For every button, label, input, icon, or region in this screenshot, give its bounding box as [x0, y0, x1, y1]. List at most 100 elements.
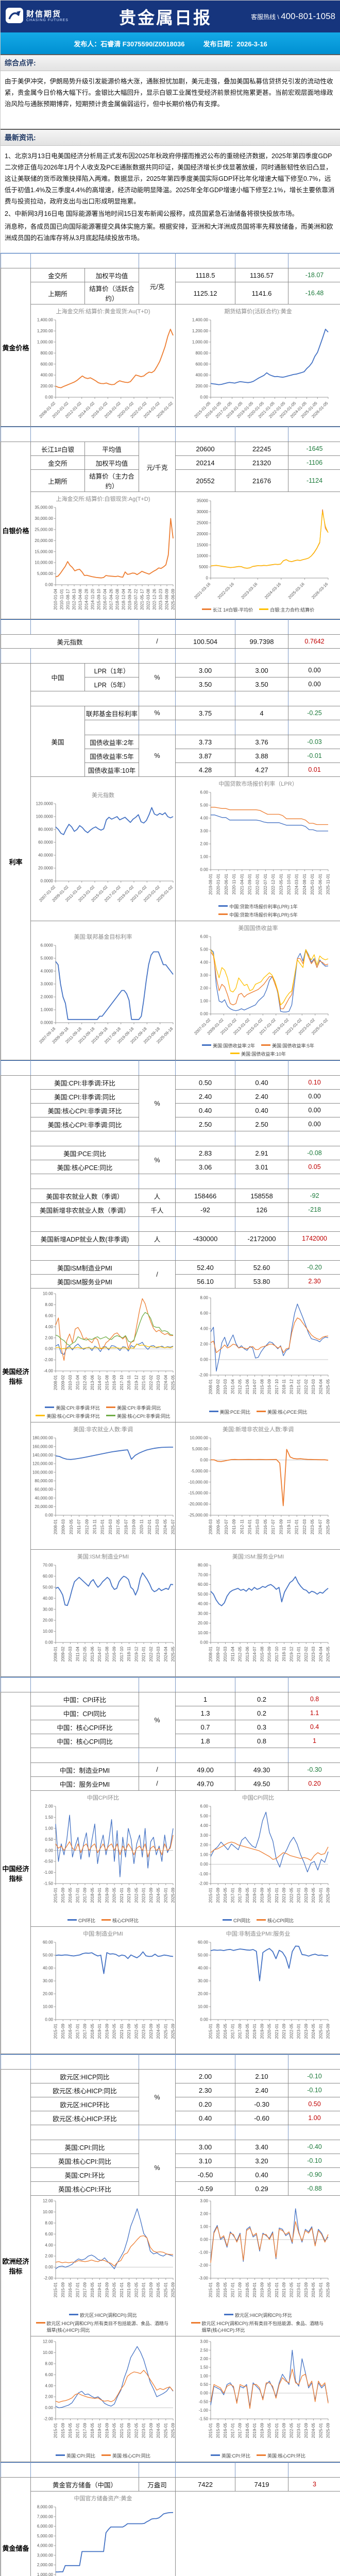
chart-title: 美国:联邦基金目标利率 — [74, 933, 132, 941]
metric-value: 1118.5 — [176, 268, 235, 282]
svg-text:4.00: 4.00 — [45, 1325, 53, 1329]
section-label: 黄金储备 — [1, 2478, 31, 2576]
svg-text:2019-08-01: 2019-08-01 — [209, 873, 213, 894]
chart-plot: 0.0010.0020.0030.0040.0050.0060.0070.008… — [184, 1561, 332, 1675]
svg-text:2019-12: 2019-12 — [289, 1379, 294, 1394]
change-value-up: 0.4 — [288, 1720, 340, 1734]
svg-text:2010-05: 2010-05 — [69, 1519, 74, 1534]
svg-text:10,000.00: 10,000.00 — [190, 1436, 208, 1440]
legend-label: 美国:核心PCE:同比 — [267, 1409, 308, 1415]
legend-swatch-icon — [218, 913, 228, 915]
svg-text:2025-05: 2025-05 — [171, 1646, 176, 1662]
column-header: 指标 — [31, 2055, 139, 2070]
change-value-down: -1645 — [288, 442, 340, 456]
svg-text:3.00: 3.00 — [200, 1833, 208, 1838]
svg-text:2025-09: 2025-09 — [326, 2282, 331, 2297]
metric-value: -92 — [176, 1203, 235, 1217]
svg-text:2023-09: 2023-09 — [304, 1887, 309, 1903]
svg-text:2009-02: 2009-02 — [61, 1646, 65, 1662]
svg-text:20.00: 20.00 — [43, 1992, 54, 1996]
svg-text:2015-09: 2015-09 — [61, 2422, 65, 2438]
svg-text:10.00: 10.00 — [198, 1631, 209, 1635]
column-header: 单位 — [139, 1131, 176, 1146]
svg-text:1,400.00: 1,400.00 — [37, 318, 54, 323]
svg-text:2017-01: 2017-01 — [75, 2282, 80, 2297]
svg-text:2008-01: 2008-01 — [209, 1379, 213, 1394]
column-header: 单位 — [139, 620, 176, 635]
svg-text:2021-03-16: 2021-03-16 — [193, 581, 212, 600]
legend-label: CPI环比 — [78, 1917, 95, 1924]
svg-text:2025-06-09: 2025-06-09 — [171, 588, 176, 609]
svg-text:4,000.00: 4,000.00 — [37, 2544, 54, 2548]
svg-text:2021-04-01: 2021-04-01 — [240, 873, 244, 894]
column-header: 涨跌幅 — [288, 253, 340, 268]
metric-value: 1.3 — [176, 1706, 235, 1720]
metric-value: 2.50 — [235, 1117, 288, 1131]
unit-cell: 人 — [139, 1189, 176, 1203]
svg-text:2.50: 2.50 — [200, 2348, 208, 2352]
svg-text:50.00: 50.00 — [43, 1585, 54, 1590]
svg-text:2019-01: 2019-01 — [252, 2282, 257, 2297]
svg-text:2025-01: 2025-01 — [318, 2282, 323, 2297]
legend-swatch-icon — [191, 2322, 200, 2324]
legend-swatch-icon — [202, 608, 211, 610]
legend-label: 美国:CPI:非季调:同比 — [117, 1404, 161, 1411]
indicator-name: 美国新增非农就业人数（季调） — [31, 1203, 139, 1217]
svg-text:2025-09: 2025-09 — [171, 2023, 176, 2039]
svg-text:2013-06: 2013-06 — [90, 1646, 95, 1662]
svg-text:10,000.00: 10,000.00 — [35, 561, 53, 565]
svg-text:1.00: 1.00 — [200, 855, 208, 859]
svg-text:2018-11: 2018-11 — [127, 1375, 131, 1389]
unit-cell: % — [139, 735, 176, 777]
change-value-down: -0.90 — [288, 2168, 340, 2182]
svg-text:2023-10-23: 2023-10-23 — [159, 588, 163, 609]
unit-cell: / — [139, 1777, 176, 1791]
legend-swatch-icon — [101, 1919, 111, 1921]
svg-text:2015-08: 2015-08 — [105, 1375, 109, 1390]
svg-text:0.00: 0.00 — [45, 1347, 53, 1351]
svg-text:2023-09: 2023-09 — [149, 2282, 154, 2297]
metric-value: 20552 — [176, 470, 235, 492]
svg-text:20000: 20000 — [197, 531, 209, 536]
change-value-down: -1106 — [288, 456, 340, 470]
section-label: 白银价格 — [1, 442, 31, 619]
svg-text:2011-09: 2011-09 — [232, 1519, 236, 1534]
svg-text:2021-01: 2021-01 — [275, 2023, 279, 2039]
svg-text:2014-07: 2014-07 — [252, 1646, 257, 1662]
svg-text:2.00: 2.00 — [200, 1843, 208, 1848]
column-header: 2026-2-28 — [176, 2463, 235, 2478]
change-value-flat: 0.00 — [288, 677, 340, 691]
svg-text:2017-01: 2017-01 — [230, 2023, 235, 2039]
column-header: 2026-3-16 — [176, 253, 235, 268]
legend-item: 英国:核心CPI:环比 — [257, 2452, 305, 2459]
svg-text:2018-05: 2018-05 — [245, 2422, 250, 2438]
svg-text:30.00: 30.00 — [43, 1979, 54, 1984]
svg-text:2024-05: 2024-05 — [311, 2282, 316, 2297]
svg-text:2015-09: 2015-09 — [216, 1887, 220, 1903]
svg-text:600.00: 600.00 — [41, 362, 54, 366]
svg-text:2025-09: 2025-09 — [171, 1887, 176, 1903]
column-header: 指标 — [31, 620, 139, 635]
svg-text:80.00: 80.00 — [198, 1563, 209, 1568]
column-header: 涨跌幅 — [288, 2125, 340, 2140]
indicator-name: 美国:PCE:同比 — [31, 1146, 139, 1160]
svg-text:0.00: 0.00 — [200, 2238, 208, 2242]
metric-value: 1125.12 — [176, 282, 235, 304]
unit-cell: / — [139, 635, 176, 649]
svg-text:2023-03: 2023-03 — [311, 1646, 316, 1662]
metric-value: 7419 — [235, 2478, 288, 2492]
svg-text:2022-05: 2022-05 — [289, 2023, 294, 2039]
svg-text:2015-08: 2015-08 — [105, 1646, 109, 1662]
svg-text:2019-09-24: 2019-09-24 — [128, 588, 132, 609]
legend-item: 英国:CPI:同比 — [56, 2452, 95, 2459]
column-header: 单位 — [139, 253, 176, 268]
svg-text:-1.00: -1.00 — [199, 2250, 209, 2255]
column-header: 2026-1-31 — [176, 1131, 235, 1146]
svg-text:2024-05: 2024-05 — [311, 2023, 316, 2039]
metric-value: 3.50 — [176, 677, 235, 691]
